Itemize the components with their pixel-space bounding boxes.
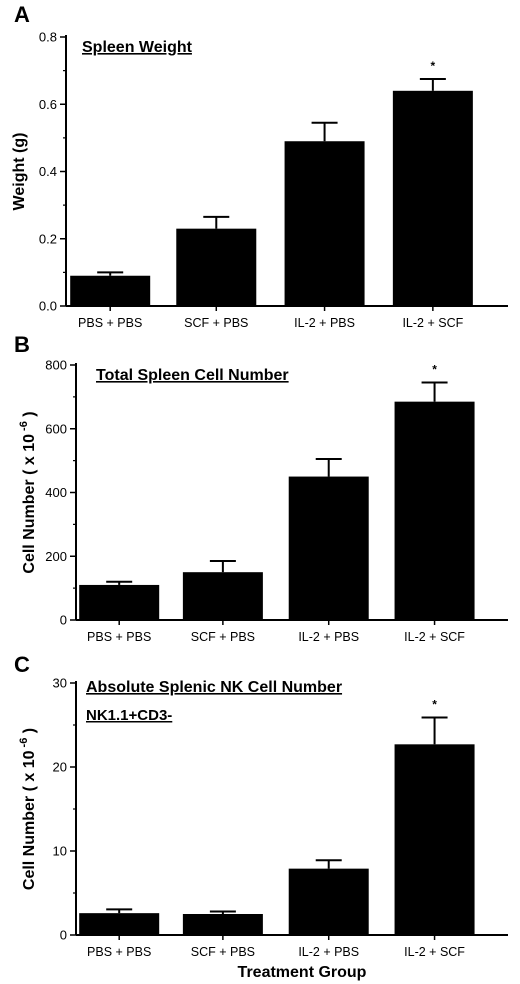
y-axis-label: Cell Number ( x 10 -6 ) bbox=[18, 411, 38, 573]
y-tick-label: 600 bbox=[45, 421, 67, 436]
y-tick-label: 0.6 bbox=[39, 97, 57, 112]
y-tick-label: 0 bbox=[60, 928, 67, 943]
chart-panel-b: B 0 200 400 600 800 PBS + PBS SCF + PBS IL-2 + P… bbox=[14, 332, 508, 644]
bar-1 bbox=[79, 913, 160, 935]
bar-2 bbox=[182, 572, 263, 620]
chart-title: Spleen Weight bbox=[82, 39, 193, 56]
bar-4 bbox=[394, 744, 475, 935]
x-tick-label: SCF + PBS bbox=[191, 630, 255, 644]
x-tick-label: IL-2 + PBS bbox=[298, 945, 359, 959]
x-tick-label: IL-2 + SCF bbox=[404, 945, 465, 959]
y-tick-label: 0 bbox=[60, 613, 67, 628]
y-tick-label: 800 bbox=[45, 358, 67, 373]
y-tick-label: 0.2 bbox=[39, 231, 57, 246]
x-tick-label: PBS + PBS bbox=[87, 630, 151, 644]
panel-letter: A bbox=[14, 2, 30, 27]
chart-title: Absolute Splenic NK Cell Number bbox=[86, 679, 342, 696]
bar-2 bbox=[182, 914, 263, 935]
bar-4 bbox=[394, 401, 475, 620]
x-tick-label: IL-2 + PBS bbox=[298, 630, 359, 644]
chart-subtitle: NK1.1+CD3- bbox=[86, 707, 172, 724]
y-tick-label: 0.8 bbox=[39, 30, 57, 45]
y-axis-label: Weight (g) bbox=[11, 133, 28, 211]
x-axis-label: Treatment Group bbox=[238, 964, 367, 981]
panel-letter: B bbox=[14, 332, 30, 357]
x-tick-label: PBS + PBS bbox=[78, 316, 142, 330]
y-tick-label: 10 bbox=[53, 844, 67, 859]
y-tick-label: 30 bbox=[53, 676, 67, 691]
y-tick-label: 0.4 bbox=[39, 164, 57, 179]
bar-3 bbox=[284, 141, 365, 306]
bar-3 bbox=[288, 476, 369, 620]
x-tick-label: IL-2 + SCF bbox=[404, 630, 465, 644]
bar-3 bbox=[288, 868, 369, 935]
x-tick-label: IL-2 + SCF bbox=[402, 316, 463, 330]
y-tick-label: 0.0 bbox=[39, 299, 57, 314]
y-tick-label: 400 bbox=[45, 485, 67, 500]
bar-1 bbox=[79, 584, 160, 620]
x-tick-label: SCF + PBS bbox=[184, 316, 248, 330]
y-tick-label: 200 bbox=[45, 549, 67, 564]
x-tick-label: IL-2 + PBS bbox=[294, 316, 355, 330]
bar-4 bbox=[392, 90, 473, 306]
bar-2 bbox=[176, 228, 257, 306]
bar-1 bbox=[70, 275, 151, 306]
chart-title: Total Spleen Cell Number bbox=[96, 367, 289, 384]
panel-letter: C bbox=[14, 652, 30, 677]
chart-panel-a: A 0.0 0.2 0.4 0.6 0.8 PBS + PBS SCF + PBS IL-2 +… bbox=[11, 2, 508, 330]
significance-marker: * bbox=[431, 59, 436, 73]
chart-panel-c: C 0 10 20 30 PBS + PBS SCF + PBS IL-2 + PBS IL-2… bbox=[14, 652, 508, 981]
significance-marker: * bbox=[432, 697, 437, 711]
y-axis-label: Cell Number ( x 10 -6 ) bbox=[18, 728, 38, 890]
significance-marker: * bbox=[432, 363, 437, 377]
x-tick-label: PBS + PBS bbox=[87, 945, 151, 959]
x-tick-label: SCF + PBS bbox=[191, 945, 255, 959]
y-tick-label: 20 bbox=[53, 760, 67, 775]
